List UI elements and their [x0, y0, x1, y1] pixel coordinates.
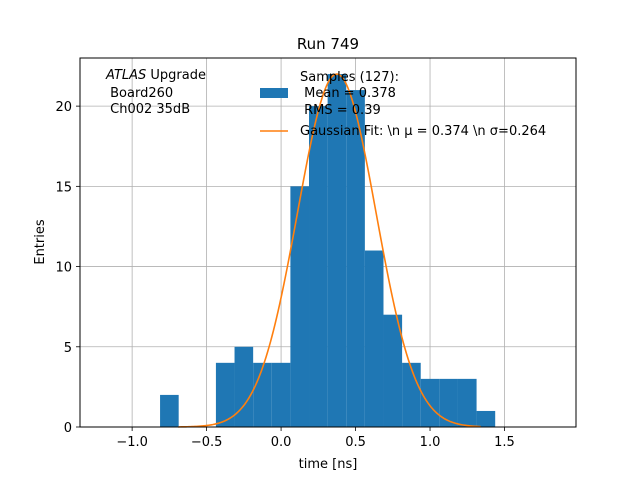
x-tick-label: −1.0 [116, 435, 148, 450]
histogram-bar [309, 106, 328, 427]
fit-curve [178, 73, 481, 428]
annotation-rest: Upgrade [146, 68, 206, 83]
x-tick-label: 0.0 [271, 435, 292, 450]
annotation-line: Board260 [106, 86, 173, 101]
legend-bar-swatch [260, 88, 288, 98]
annotation-line: Ch002 35dB [106, 102, 190, 117]
legend-label: RMS = 0.39 [300, 103, 381, 118]
x-axis-label: time [ns] [299, 457, 358, 472]
y-axis-ticks: 0 5 10 15 20 [55, 100, 80, 436]
histogram-bar [364, 250, 384, 427]
x-tick-label: 1.5 [494, 435, 515, 450]
x-axis-ticks: −1.0 −0.5 0.0 0.5 1.0 1.5 [116, 427, 515, 450]
histogram-bar [383, 314, 403, 427]
svg-text:ATLAS Upgrade: ATLAS Upgrade [105, 68, 206, 83]
y-axis-label: Entries [33, 219, 48, 265]
histogram-bar [253, 362, 272, 427]
x-tick-label: −0.5 [191, 435, 223, 450]
gaussian-fit [178, 73, 481, 428]
x-tick-label: 1.0 [420, 435, 441, 450]
y-tick-label: 15 [55, 180, 72, 195]
y-tick-label: 10 [55, 261, 72, 276]
x-tick-label: 0.5 [345, 435, 366, 450]
legend-label: Mean = 0.378 [300, 86, 396, 101]
legend-label: Samples (127): [300, 70, 399, 85]
histogram-bar [457, 378, 477, 427]
histogram-bar [439, 378, 458, 427]
legend-label: Gaussian Fit: \n μ = 0.374 \n σ=0.264 [300, 124, 546, 139]
histogram-bar [327, 74, 347, 427]
histogram-bar [271, 362, 291, 427]
annotation: ATLAS Upgrade Board260 Ch002 35dB [105, 68, 206, 117]
histogram-bar [290, 186, 310, 427]
chart-title: Run 749 [297, 35, 359, 53]
histogram-bar [420, 378, 440, 427]
legend: Samples (127): Mean = 0.378 RMS = 0.39 G… [260, 70, 546, 139]
histogram-bar [160, 394, 179, 427]
histogram-bar [402, 362, 421, 427]
histogram-bar [346, 90, 365, 427]
y-tick-label: 20 [55, 100, 72, 115]
annotation-italic: ATLAS [105, 68, 146, 83]
plot-frame [79, 57, 577, 428]
y-tick-label: 5 [64, 341, 72, 356]
histogram-bar [234, 346, 254, 427]
histogram-bars [160, 74, 496, 427]
histogram-bar [215, 362, 235, 427]
histogram-bar [476, 410, 496, 427]
y-tick-label: 0 [64, 421, 72, 436]
